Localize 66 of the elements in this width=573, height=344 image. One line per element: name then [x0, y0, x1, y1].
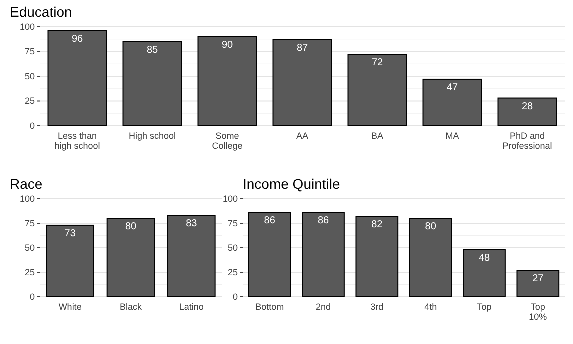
y-tick-label: 100 — [20, 22, 35, 32]
data-label: 83 — [186, 218, 198, 230]
data-label: 96 — [72, 34, 84, 45]
data-label: 86 — [318, 216, 330, 227]
data-label: 86 — [264, 216, 276, 227]
x-tick-label: Less than high school — [54, 131, 100, 151]
x-tick-label: MA — [446, 131, 460, 141]
data-label: 72 — [372, 58, 384, 69]
data-label: 87 — [296, 42, 308, 54]
bar — [356, 216, 399, 298]
x-tick-label: Bottom — [256, 302, 284, 312]
bar — [498, 98, 558, 126]
x-tick-label: High school — [128, 131, 176, 141]
x-tick-label: White — [58, 302, 82, 312]
bar — [463, 249, 506, 298]
bar — [409, 218, 452, 298]
data-label: 73 — [64, 228, 76, 240]
x-tick-label: Top — [477, 302, 492, 312]
y-tick-label: 50 — [24, 71, 35, 82]
y-tick-label: 75 — [228, 218, 238, 228]
y-tick-label: 50 — [228, 242, 238, 253]
chart-title: Income Quintile — [243, 176, 340, 192]
x-tick-label: Black — [120, 302, 142, 312]
data-label: 90 — [222, 40, 234, 51]
bar — [272, 39, 332, 126]
data-label: 85 — [146, 44, 158, 56]
x-tick-label: 2nd — [316, 302, 332, 312]
chart-title: Education — [10, 4, 72, 20]
y-tick-label: 75 — [24, 218, 35, 228]
bar — [302, 212, 345, 298]
data-label: 80 — [125, 222, 137, 233]
x-tick-label: PhD and Professional — [502, 131, 552, 151]
data-label: 82 — [372, 220, 384, 231]
x-tick-label: BA — [371, 131, 384, 141]
x-tick-label: 3rd — [370, 302, 384, 312]
y-tick-label: 0 — [232, 292, 238, 302]
x-tick-label: Top 10% — [529, 302, 548, 322]
data-label: 28 — [522, 101, 534, 112]
bar — [516, 270, 560, 298]
y-tick-label: 25 — [228, 267, 238, 278]
bar — [46, 224, 94, 298]
y-tick-label: 100 — [222, 194, 238, 204]
y-tick-label: 50 — [24, 242, 35, 253]
x-tick-label: Latino — [179, 302, 204, 312]
bar — [48, 30, 108, 126]
y-tick-label: 0 — [30, 292, 35, 302]
y-tick-label: 100 — [20, 194, 35, 204]
y-tick-label: 25 — [24, 267, 35, 278]
bar — [168, 215, 216, 298]
chart-title: Race — [10, 176, 43, 192]
y-tick-label: 75 — [24, 46, 35, 57]
data-label: 47 — [446, 82, 458, 94]
x-tick-label: 4th — [424, 302, 438, 312]
bar — [422, 78, 482, 126]
x-tick-label: AA — [296, 131, 309, 141]
bar — [248, 212, 292, 298]
x-tick-label: Some College — [212, 131, 243, 151]
data-label: 27 — [532, 274, 544, 285]
data-label: 80 — [425, 222, 437, 233]
bar — [122, 41, 182, 126]
bar — [198, 36, 258, 126]
y-tick-label: 25 — [24, 96, 35, 106]
y-tick-label: 0 — [30, 120, 35, 131]
data-label: 48 — [478, 252, 490, 264]
bar — [348, 54, 408, 126]
bar — [106, 218, 156, 298]
